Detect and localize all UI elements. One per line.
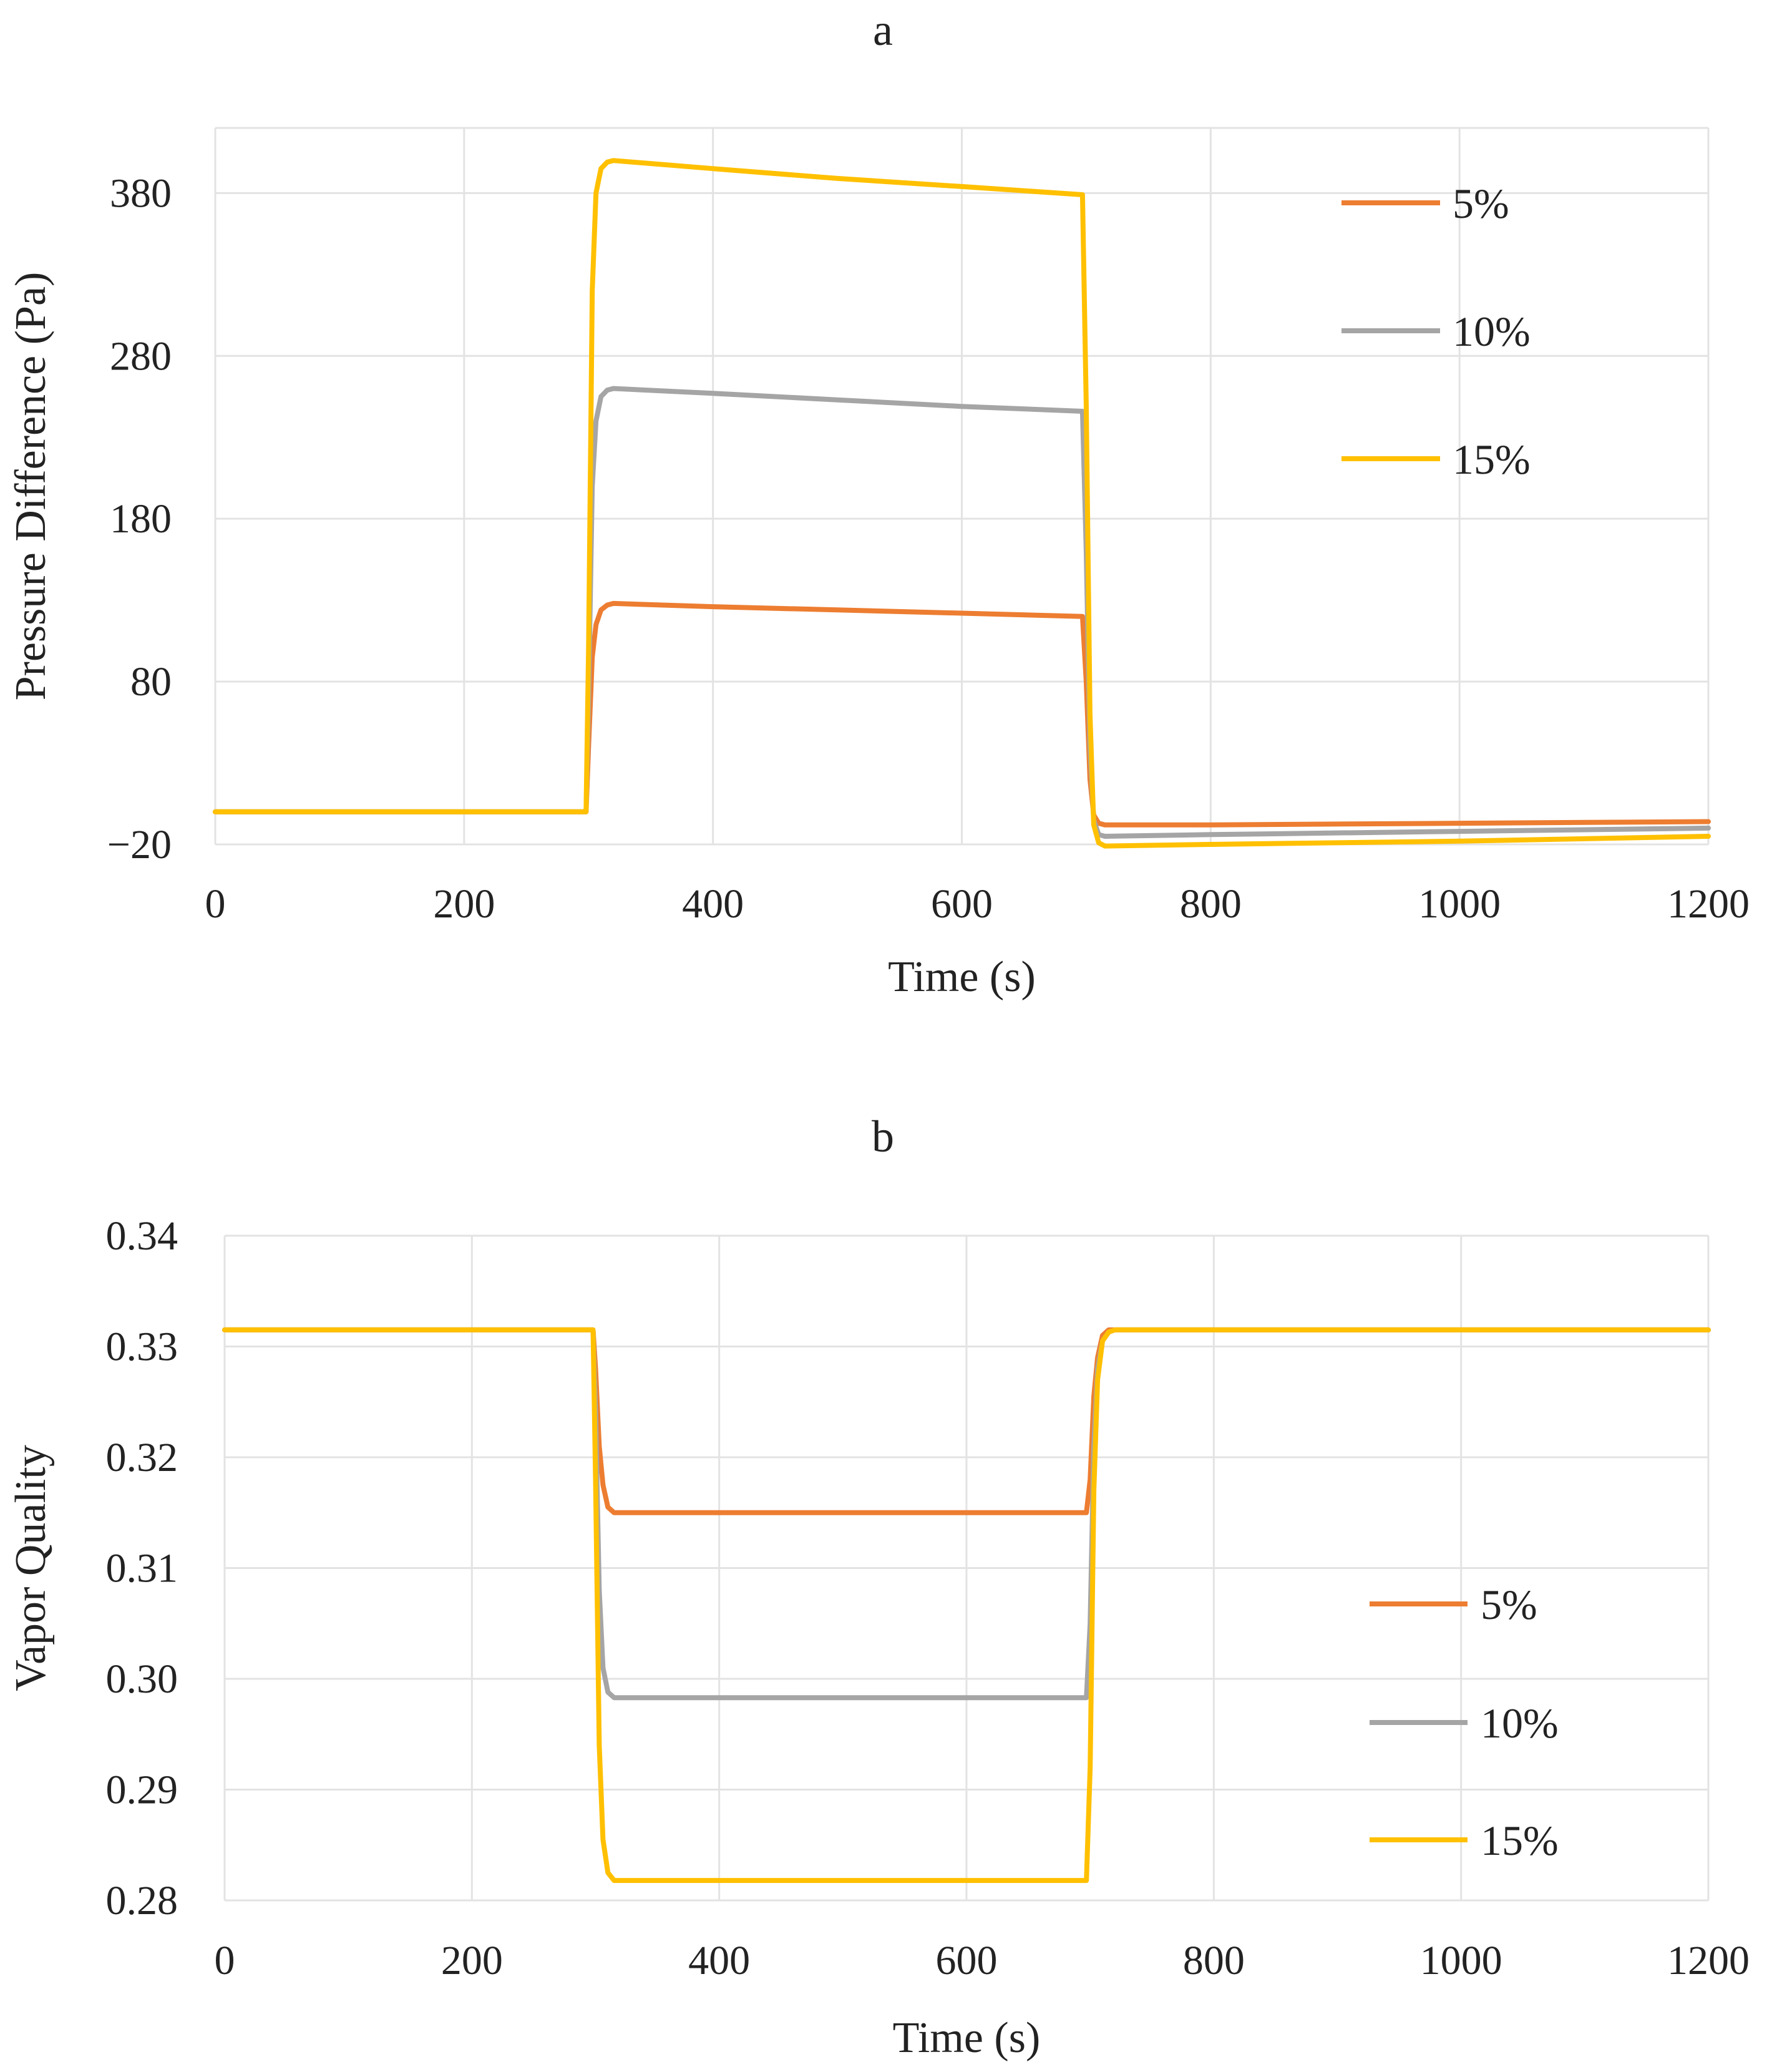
chart-b-legend-label: 15% (1481, 1817, 1559, 1864)
chart-b-y-tick-label: 0.34 (106, 1213, 178, 1259)
chart-b-series-line-15pct (222, 1327, 1711, 1884)
chart-b-x-tick-label: 1200 (1667, 1938, 1750, 1983)
chart-a-y-tick-label: 380 (110, 170, 172, 216)
chart-a-y-tick-label: 280 (110, 333, 172, 379)
chart-b-y-tick-label: 0.33 (106, 1324, 178, 1370)
chart-b-x-tick-label: 200 (441, 1938, 503, 1983)
chart-a-legend-label: 5% (1453, 180, 1509, 227)
chart-a-x-tick-label: 200 (433, 881, 495, 927)
chart-b-y-tick-label: 0.28 (106, 1878, 178, 1923)
chart-b-x-axis-label: Time (s) (893, 2014, 1041, 2062)
chart-b-y-tick-label: 0.29 (106, 1767, 178, 1813)
chart-a-legend-label: 10% (1453, 308, 1531, 355)
chart-b-y-tick-label: 0.32 (106, 1435, 178, 1480)
chart-a-x-tick-label: 1200 (1667, 881, 1750, 927)
chart-b-x-tick-label: 1000 (1420, 1938, 1502, 1983)
chart-a: 0 200 400 600 800 1000 1200 −20 80 180 280 380 a Time… (7, 5, 1750, 1001)
chart-b-x-tick-label: 400 (688, 1938, 750, 1983)
chart-b-y-axis-label: Vapor Quality (7, 1445, 55, 1691)
chart-a-x-tick-label: 800 (1180, 881, 1242, 927)
chart-a-x-axis-label: Time (s) (888, 953, 1036, 1001)
chart-b-y-tick-label: 0.30 (106, 1656, 178, 1702)
chart-b-y-tick-label: 0.31 (106, 1546, 178, 1591)
chart-a-x-tick-label: 1000 (1418, 881, 1501, 927)
chart-b-panel-label: b (872, 1112, 894, 1161)
chart-a-legend-label: 15% (1453, 436, 1531, 483)
chart-b-legend-label: 5% (1481, 1581, 1537, 1628)
chart-a-series-line-15pct (213, 158, 1711, 849)
chart-a-x-tick-label: 600 (931, 881, 993, 927)
chart-b-x-tick-label: 800 (1183, 1938, 1245, 1983)
chart-a-y-tick-label: 180 (110, 496, 172, 542)
chart-a-x-tick-label: 400 (682, 881, 744, 927)
chart-b-x-tick-label: 0 (215, 1938, 235, 1983)
chart-b-legend-label: 10% (1481, 1699, 1559, 1747)
chart-a-series-line-10pct (213, 386, 1711, 839)
chart-a-series-line-5pct (213, 600, 1711, 828)
chart-a-panel-label: a (873, 5, 893, 55)
chart-a-y-tick-label: 80 (130, 659, 172, 705)
chart-a-y-axis-label: Pressure Difference (Pa) (7, 272, 55, 701)
chart-a-x-tick-label: 0 (205, 881, 226, 927)
chart-b: 0 200 400 600 800 1000 1200 0.28 0.29 0.30 0.31 0.3… (7, 1112, 1750, 2062)
chart-b-x-tick-label: 600 (936, 1938, 998, 1983)
chart-a-y-tick-label: −20 (107, 822, 172, 867)
